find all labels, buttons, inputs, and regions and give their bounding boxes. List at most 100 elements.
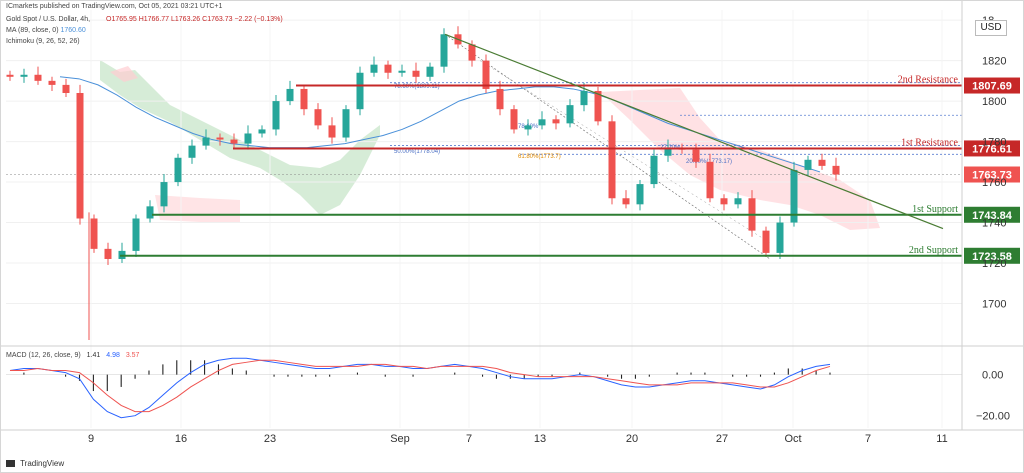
- candle-body: [300, 88, 308, 110]
- candle-body: [258, 129, 266, 134]
- fib-label: 61.80%(1773.7): [518, 154, 561, 160]
- candle-body: [216, 137, 224, 140]
- fib-diagonal: [479, 60, 771, 243]
- candle-body: [328, 125, 336, 138]
- candle-body: [832, 165, 840, 175]
- cloud-bearish: [155, 195, 240, 222]
- tradingview-brand: TradingView: [20, 459, 65, 468]
- trendline: [444, 33, 944, 230]
- time-tick-label: 20: [626, 433, 638, 445]
- candle-body: [286, 88, 294, 102]
- candle-body: [622, 198, 630, 205]
- candle-body: [818, 159, 826, 166]
- price-levels: 2nd Resistance 1807.69 1st Resistance 1776.…: [120, 75, 1020, 264]
- cloud-bearish: [600, 88, 880, 230]
- candle-body: [146, 206, 154, 219]
- candle-body: [104, 248, 112, 259]
- tradingview-logo-icon: [6, 460, 15, 468]
- candle-body: [636, 184, 644, 205]
- macd-legend[interactable]: MACD (12, 26, close, 9) 1.41 4.98 3.57: [6, 352, 139, 359]
- candle-body: [720, 198, 728, 205]
- price-tick-label: 1740: [982, 218, 1006, 230]
- candle-body: [188, 145, 196, 158]
- ma-legend-value: 1760.60: [60, 27, 86, 34]
- candle-body: [790, 169, 798, 223]
- candle-body: [734, 198, 742, 205]
- candle-body: [20, 74, 28, 77]
- candle-body: [510, 109, 518, 130]
- instrument-label: Gold Spot / U.S. Dollar, 4h,: [6, 16, 91, 23]
- grid-lines: [6, 10, 962, 428]
- time-tick-label: 13: [534, 433, 546, 445]
- candle-body: [174, 157, 182, 183]
- candle-body: [90, 218, 98, 249]
- time-tick-label: 9: [88, 433, 94, 445]
- candle-body: [314, 109, 322, 126]
- price-tag: [964, 206, 1020, 223]
- macd-signal-value: 3.57: [125, 352, 140, 359]
- candle-body: [482, 60, 490, 89]
- ohlc-values: O1765.95 H1766.77 L1763.26 C1763.73 −2.2…: [106, 16, 283, 23]
- price-tag: [964, 247, 1020, 264]
- time-tick-label: 16: [175, 433, 187, 445]
- time-axis: 9 16 23 Sep 7 13 20 27 Oct 7 11: [88, 433, 948, 445]
- price-tick-label: 1700: [982, 299, 1006, 311]
- candle-body: [160, 182, 168, 207]
- time-tick-label: Sep: [390, 433, 410, 445]
- candle-body: [762, 230, 770, 253]
- ma-legend[interactable]: MA (89, close, 0) 1760.60: [6, 27, 86, 34]
- time-tick-label: Oct: [784, 433, 801, 445]
- price-tag: [964, 77, 1020, 94]
- candle-body: [468, 44, 476, 61]
- symbol-line: Gold Spot / U.S. Dollar, 4h, O1765.95 H1…: [6, 16, 283, 23]
- signal-line: [10, 359, 831, 413]
- price-tag-value: 1743.84: [972, 210, 1013, 222]
- currency-label[interactable]: USD: [975, 20, 1007, 36]
- candle-body: [650, 155, 658, 185]
- descending-trendline: [444, 33, 944, 230]
- price-tick-label: 1820: [982, 56, 1006, 68]
- time-tick-label: 27: [716, 433, 728, 445]
- macd-tick-label: 0.00: [982, 370, 1003, 382]
- candle-body: [62, 84, 70, 93]
- candle-body: [524, 125, 532, 130]
- macd-line-value: 4.98: [106, 352, 120, 359]
- cloud-bearish: [110, 66, 138, 82]
- price-tick-label: 1800: [982, 96, 1006, 108]
- price-axis: 170017201740176017801800182018: [982, 15, 1006, 310]
- current-price-value: 1763.73: [972, 170, 1012, 182]
- time-tick-label: 7: [865, 433, 871, 445]
- time-tick-label: 11: [936, 433, 947, 445]
- candle-body: [804, 159, 812, 170]
- candle-body: [356, 72, 364, 110]
- macd-hist-value: 1.41: [86, 352, 101, 359]
- candle-body: [664, 147, 672, 156]
- support-label: 1st Support: [912, 204, 958, 215]
- current-price-tag: [964, 166, 1020, 183]
- resistance-label: 2nd Resistance: [898, 75, 959, 86]
- resistance-label: 1st Resistance: [901, 137, 958, 148]
- candle-body: [440, 34, 448, 67]
- candle-body: [384, 64, 392, 73]
- fib-diagonal: [444, 34, 771, 260]
- candle-body: [48, 80, 56, 85]
- candle-body: [426, 66, 434, 77]
- time-tick-label: 23: [264, 433, 276, 445]
- candle-body: [132, 218, 140, 251]
- ichimoku-legend[interactable]: Ichimoku (9, 26, 52, 26): [6, 38, 80, 45]
- price-tag-value: 1723.58: [972, 251, 1012, 263]
- tradingview-footer[interactable]: TradingView: [6, 459, 64, 468]
- macd-title: MACD (12, 26, close, 9): [6, 352, 81, 359]
- price-tag: [964, 140, 1020, 157]
- time-tick-label: 7: [466, 433, 472, 445]
- candle-body: [6, 74, 14, 77]
- candle-body: [398, 70, 406, 73]
- publisher-line: ICmarkets published on TradingView.com, …: [6, 3, 223, 10]
- price-tag-value: 1776.61: [972, 143, 1012, 155]
- candle-body: [580, 90, 588, 106]
- candle-body: [538, 119, 546, 126]
- price-tick-label: 1720: [982, 258, 1006, 270]
